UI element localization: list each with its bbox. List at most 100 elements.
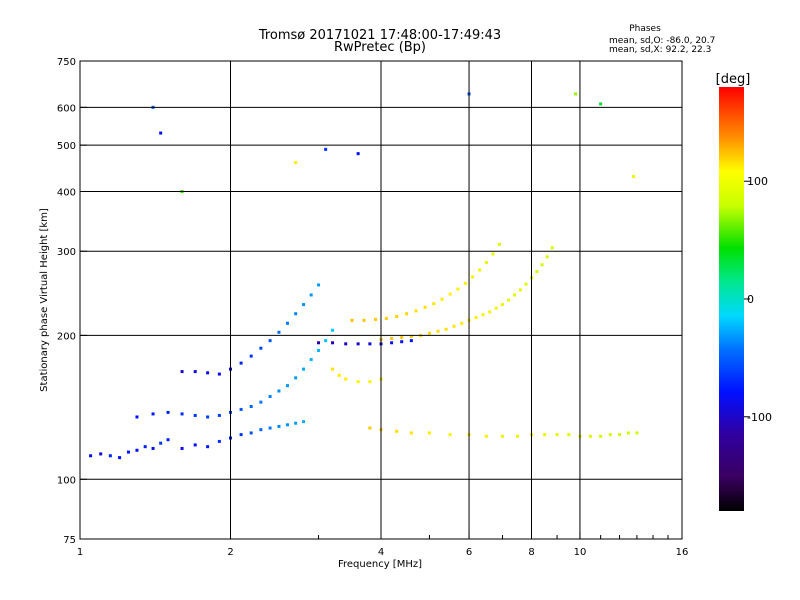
data-point	[268, 394, 272, 398]
data-point	[574, 92, 578, 96]
data-point	[259, 346, 263, 350]
plot-frame	[79, 60, 683, 540]
data-point	[632, 174, 636, 178]
data-point	[501, 303, 505, 307]
x-tick-label: 1	[77, 547, 83, 558]
x-tick-label: 8	[528, 547, 534, 558]
data-point	[259, 428, 263, 432]
data-point	[277, 424, 281, 428]
data-point	[277, 389, 281, 393]
data-point	[599, 102, 603, 106]
data-point	[395, 315, 399, 319]
data-point	[501, 434, 505, 438]
data-point	[206, 445, 210, 449]
x-tick-label: 10	[574, 547, 587, 558]
data-point	[285, 423, 289, 427]
data-point	[159, 441, 163, 445]
data-point	[618, 433, 622, 437]
data-point	[390, 341, 394, 345]
data-point	[259, 400, 263, 404]
data-point	[488, 310, 492, 314]
data-point	[277, 330, 281, 334]
data-point	[180, 370, 184, 374]
colorbar-tick-label: 0	[747, 293, 754, 306]
data-point	[436, 329, 440, 333]
data-point	[448, 433, 452, 437]
data-point	[151, 412, 155, 416]
data-point	[555, 433, 559, 437]
data-point	[518, 288, 522, 292]
phases-x-stats: mean, sd,X: 92.2, 22.3	[609, 45, 711, 55]
y-tick-label: 600	[57, 103, 76, 114]
data-point	[463, 281, 467, 285]
colorbar-label: [deg]	[716, 72, 751, 87]
data-point	[239, 407, 243, 411]
data-point	[440, 297, 444, 301]
x-tick-label: 16	[676, 547, 689, 558]
data-point	[180, 446, 184, 450]
data-point	[481, 313, 485, 317]
data-point	[285, 384, 289, 388]
x-tick-label: 2	[227, 547, 233, 558]
data-point	[268, 339, 272, 343]
data-point	[285, 321, 289, 325]
x-axis-label: Frequency [MHz]	[338, 559, 422, 570]
data-point	[217, 413, 221, 417]
data-point	[507, 298, 511, 302]
data-point	[524, 282, 528, 286]
data-point	[344, 342, 348, 346]
data-point	[294, 312, 298, 316]
data-point	[626, 431, 630, 435]
data-point	[324, 147, 328, 151]
y-tick-label: 750	[57, 57, 76, 68]
data-point	[608, 433, 612, 437]
data-point	[474, 315, 478, 319]
data-point	[143, 445, 147, 449]
data-point	[545, 255, 549, 259]
data-point	[456, 287, 460, 291]
phases-o-stats: mean, sd,O: -86.0, 20.7	[609, 36, 715, 46]
data-point	[409, 339, 413, 343]
data-point	[126, 450, 130, 454]
data-point	[135, 415, 139, 419]
grid-lines	[80, 61, 682, 539]
data-point	[206, 415, 210, 419]
data-point	[302, 303, 306, 307]
data-point	[484, 261, 488, 265]
data-point	[414, 309, 418, 313]
data-point	[180, 412, 184, 416]
data-point	[405, 312, 409, 316]
data-point	[400, 335, 404, 339]
data-point	[432, 302, 436, 306]
y-axis-ticks: 75 100 200 300 400 500 600 750	[57, 57, 87, 546]
data-point	[384, 316, 388, 320]
data-point	[151, 446, 155, 450]
x-axis-ticks: 1 2 4 6 8 10 16	[77, 532, 689, 558]
data-point	[635, 431, 639, 435]
data-point	[324, 339, 328, 343]
colorbar-tick-label: -100	[747, 411, 772, 424]
y-tick-label: 100	[57, 475, 76, 486]
chart-title-line2: RwPretec (Bp)	[334, 40, 426, 55]
data-point	[108, 454, 112, 458]
data-point	[400, 340, 404, 344]
data-point	[193, 370, 197, 374]
data-point	[159, 131, 163, 135]
phases-title: Phases	[629, 24, 661, 34]
data-point	[362, 318, 366, 322]
data-point	[513, 293, 517, 297]
data-point	[356, 152, 360, 156]
data-point	[239, 361, 243, 365]
y-tick-label: 300	[57, 247, 76, 258]
data-point	[460, 321, 464, 325]
data-point	[599, 434, 603, 438]
data-point	[206, 371, 210, 375]
data-point	[452, 324, 456, 328]
data-point	[567, 433, 571, 437]
y-axis-label: Stationary phase Virtual Height [km]	[39, 208, 50, 392]
data-point	[471, 275, 475, 279]
y-tick-label: 75	[63, 535, 76, 546]
data-point	[478, 268, 482, 272]
data-point	[239, 433, 243, 437]
colorbar-gradient	[719, 87, 744, 511]
